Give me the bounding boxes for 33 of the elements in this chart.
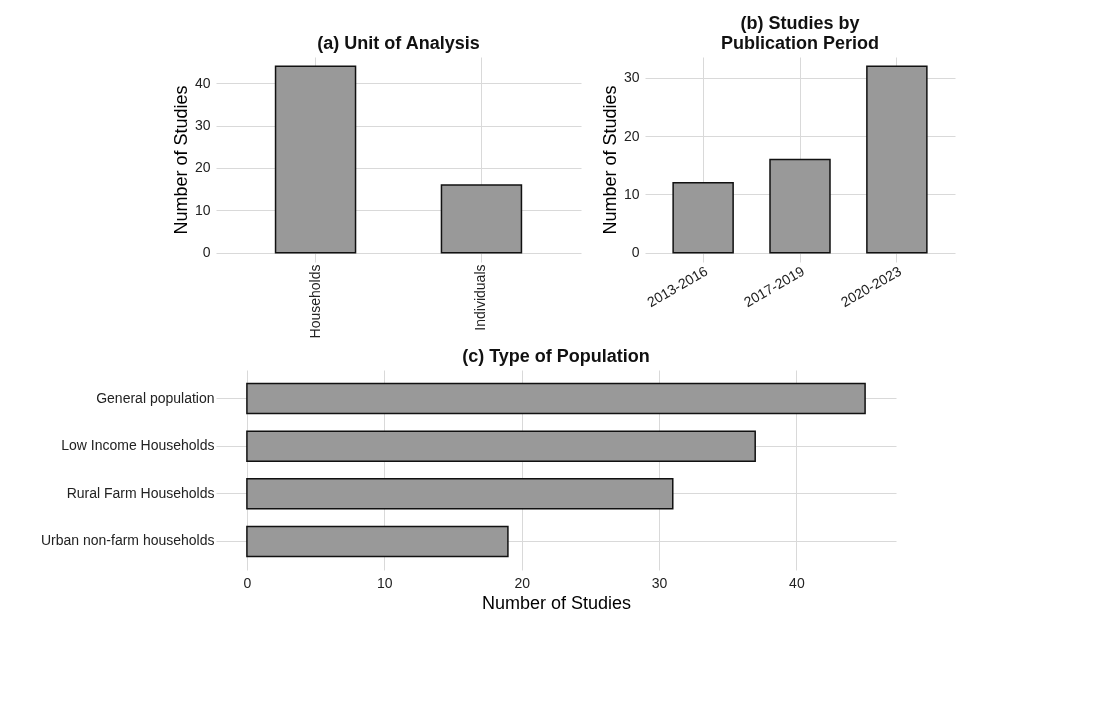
bar [246, 478, 674, 510]
chart-title: (a) Unit of Analysis [317, 33, 480, 53]
y-axis-title: Number of Studies [170, 85, 191, 235]
chart-title: (b) Studies by Publication Period [720, 13, 880, 53]
y-tick-label: 30 [194, 117, 211, 134]
y-axis-title: Number of Studies [599, 85, 620, 235]
y-tick-label: 10 [623, 185, 640, 202]
y-tick-label: 30 [623, 69, 640, 86]
bar [246, 430, 756, 462]
x-axis-title: Number of Studies [481, 592, 632, 613]
x-tick-label: 30 [651, 574, 668, 591]
x-tick-label: 10 [376, 574, 393, 591]
y-tick-label: 20 [623, 127, 640, 144]
x-tick-label: Households [306, 264, 323, 339]
x-tick-label: Individuals [472, 264, 489, 331]
y-tick-label: Low Income Households [61, 437, 215, 454]
y-tick-label: 10 [194, 201, 211, 218]
bar [866, 65, 928, 254]
y-tick-label: Rural Farm Households [66, 484, 215, 501]
x-tick-label: 40 [789, 574, 805, 591]
bar [672, 182, 734, 254]
bar [769, 158, 831, 254]
y-tick-label: 0 [631, 244, 640, 261]
y-tick-label: 20 [194, 159, 211, 176]
y-tick-label: 40 [194, 74, 211, 91]
y-tick-label: General population [96, 389, 215, 406]
bar [246, 382, 866, 415]
y-tick-label: 0 [202, 244, 211, 261]
bar [246, 525, 509, 558]
x-tick-label: 0 [243, 574, 252, 591]
y-tick-label: Urban non-farm households [40, 532, 215, 549]
chart-title: (c) Type of Population [462, 346, 650, 366]
x-tick-label: 20 [514, 574, 531, 591]
